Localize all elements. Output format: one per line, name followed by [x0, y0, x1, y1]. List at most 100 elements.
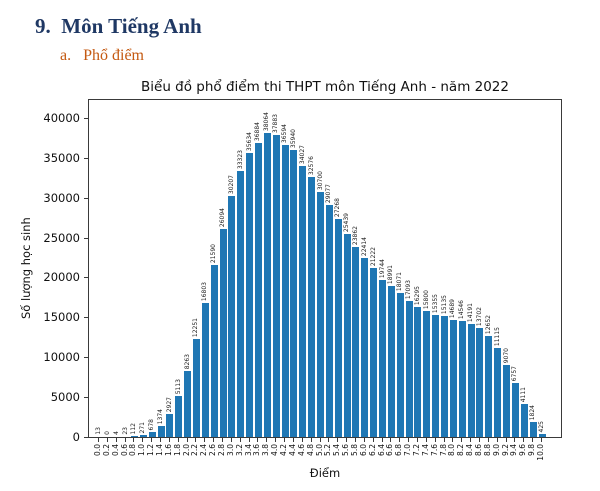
x-tick-mark [204, 438, 206, 442]
x-tick-mark [257, 438, 259, 442]
bar [343, 234, 351, 437]
y-tick-label: 5000 [50, 390, 80, 404]
x-tick-mark [461, 438, 463, 442]
bar-value-label: 0 [103, 431, 111, 435]
bar-value-label: 4111 [520, 386, 528, 402]
x-tick-mark [523, 438, 525, 442]
bar-value-label: 15800 [422, 289, 430, 309]
bar-value-label: 678 [148, 418, 156, 430]
bar-value-label: 2927 [165, 396, 173, 412]
bar [308, 177, 316, 437]
bar-value-label: 6757 [511, 365, 519, 381]
x-tick-label: 8.8 [482, 444, 492, 456]
bar-value-label: 14689 [449, 298, 457, 318]
bar [237, 171, 245, 437]
x-tick-label: 4.0 [270, 444, 280, 456]
bar-value-label: 13702 [475, 306, 483, 326]
chart-title: Biểu đồ phổ điểm thi THPT môn Tiếng Anh … [141, 79, 509, 95]
y-tick-mark [84, 357, 88, 358]
x-tick-label: 0.0 [93, 444, 102, 456]
bar [272, 135, 280, 437]
x-tick-label: 3.8 [261, 444, 271, 456]
x-tick-mark [106, 438, 108, 442]
y-tick-label: 40000 [43, 111, 80, 125]
y-tick-mark [84, 437, 88, 438]
subsection-heading: a. Phổ điểm [60, 47, 144, 64]
bar [449, 320, 457, 437]
x-tick-mark [248, 438, 250, 442]
bar [219, 229, 227, 437]
y-tick-mark [84, 277, 88, 278]
bar [166, 414, 174, 437]
bar [130, 436, 138, 437]
bar [432, 315, 440, 437]
bar [387, 286, 395, 437]
x-tick-label: 10.0 [536, 444, 545, 461]
x-tick-mark [452, 438, 454, 442]
bar-value-label: 21222 [369, 246, 377, 266]
x-tick-mark [478, 438, 480, 442]
bar-value-label: 5113 [174, 378, 182, 394]
y-tick-mark [84, 238, 88, 239]
x-tick-mark [346, 438, 348, 442]
bar [246, 153, 254, 437]
bar [201, 303, 209, 437]
bar [184, 371, 192, 437]
bar-value-label: 4 [112, 431, 120, 435]
bar-value-label: 35940 [289, 128, 297, 148]
bar [254, 143, 262, 437]
bar [476, 328, 484, 437]
x-tick-label: 4.2 [279, 444, 289, 456]
bar [511, 383, 519, 437]
x-tick-label: 6.8 [394, 444, 404, 456]
bar [396, 293, 404, 437]
bar-value-label: 22414 [360, 236, 368, 256]
x-tick-label: 5.4 [332, 444, 342, 456]
y-tick-label: 10000 [43, 350, 80, 364]
x-tick-mark [275, 438, 277, 442]
bar-value-label: 19744 [378, 258, 386, 278]
bar [192, 339, 200, 437]
bar-value-label: 9070 [502, 347, 510, 363]
bar-value-label: 16295 [413, 285, 421, 305]
bar [334, 219, 342, 437]
bar-value-label: 38064 [263, 111, 271, 131]
bar [414, 307, 422, 437]
y-tick-label: 20000 [43, 270, 80, 284]
x-tick-label: 5.6 [341, 444, 351, 456]
x-tick-mark [151, 438, 153, 442]
y-tick-label: 35000 [43, 151, 80, 165]
x-tick-mark [487, 438, 489, 442]
x-tick-mark [514, 438, 516, 442]
x-tick-mark [186, 438, 188, 442]
bar [228, 196, 236, 437]
bar-value-label: 23 [121, 427, 129, 435]
x-tick-mark [160, 438, 162, 442]
bar-value-label: 29077 [325, 183, 333, 203]
bar [361, 258, 369, 437]
y-tick-mark [84, 317, 88, 318]
bar-value-label: 1824 [529, 404, 537, 420]
bar-value-label: 12652 [484, 314, 492, 334]
x-tick-label: 7.0 [403, 444, 413, 456]
x-tick-mark [496, 438, 498, 442]
x-tick-label: 9.6 [518, 444, 528, 456]
bar-value-label: 37883 [272, 113, 280, 133]
x-tick-label: 4.6 [296, 444, 306, 456]
x-tick-label: 0.2 [101, 444, 111, 456]
x-tick-mark [230, 438, 232, 442]
x-tick-mark [354, 438, 356, 442]
bar [175, 396, 183, 437]
bar-value-label: 425 [538, 420, 545, 432]
bar [520, 404, 528, 437]
bar [281, 145, 289, 437]
y-tick-mark [84, 158, 88, 159]
y-tick-label: 25000 [43, 231, 80, 245]
x-tick-label: 8.4 [465, 444, 475, 456]
x-tick-mark [470, 438, 472, 442]
x-tick-label: 1.6 [163, 444, 173, 456]
bar-value-label: 35634 [245, 131, 253, 151]
bar [325, 205, 333, 437]
bar-value-label: 14191 [467, 302, 475, 322]
bar-value-label: 271 [139, 421, 147, 433]
